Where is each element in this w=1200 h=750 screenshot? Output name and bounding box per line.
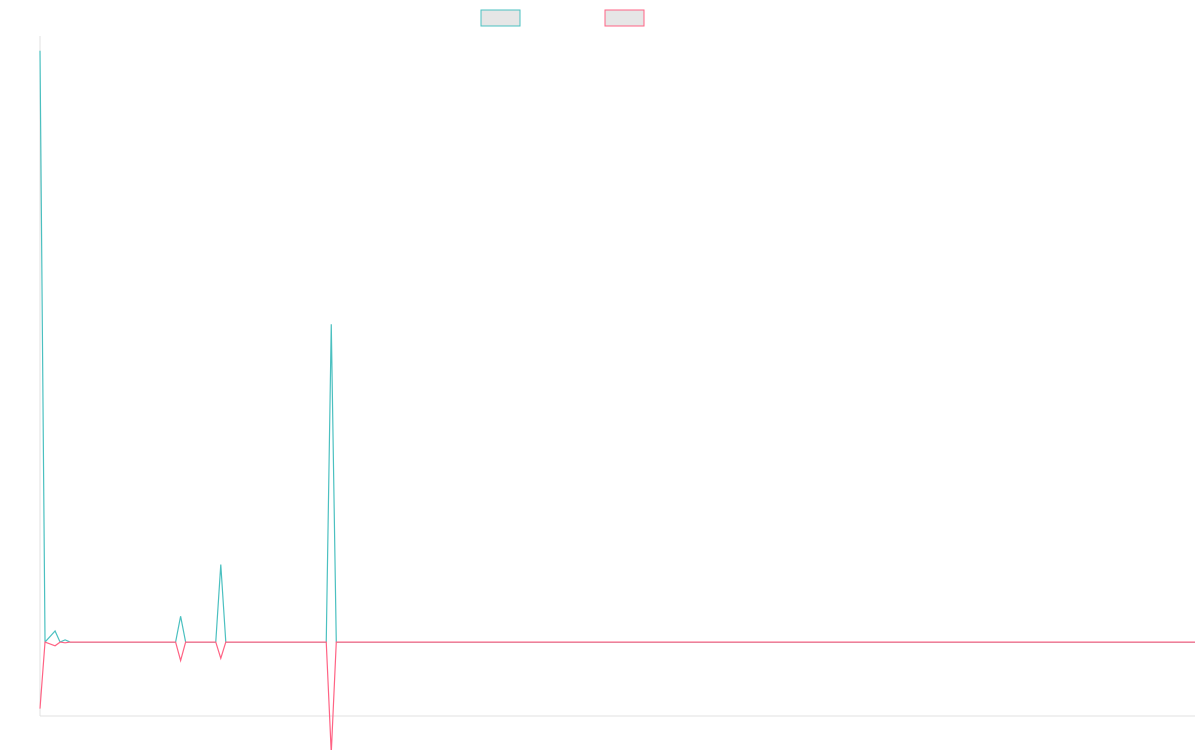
series-line-2 — [39, 641, 1195, 750]
series-line-1 — [39, 50, 1195, 644]
legend — [480, 9, 645, 27]
plot-area — [39, 50, 1195, 750]
legend-swatch-1 — [480, 9, 521, 27]
legend-swatch-2 — [604, 9, 645, 27]
axes — [39, 36, 1195, 717]
